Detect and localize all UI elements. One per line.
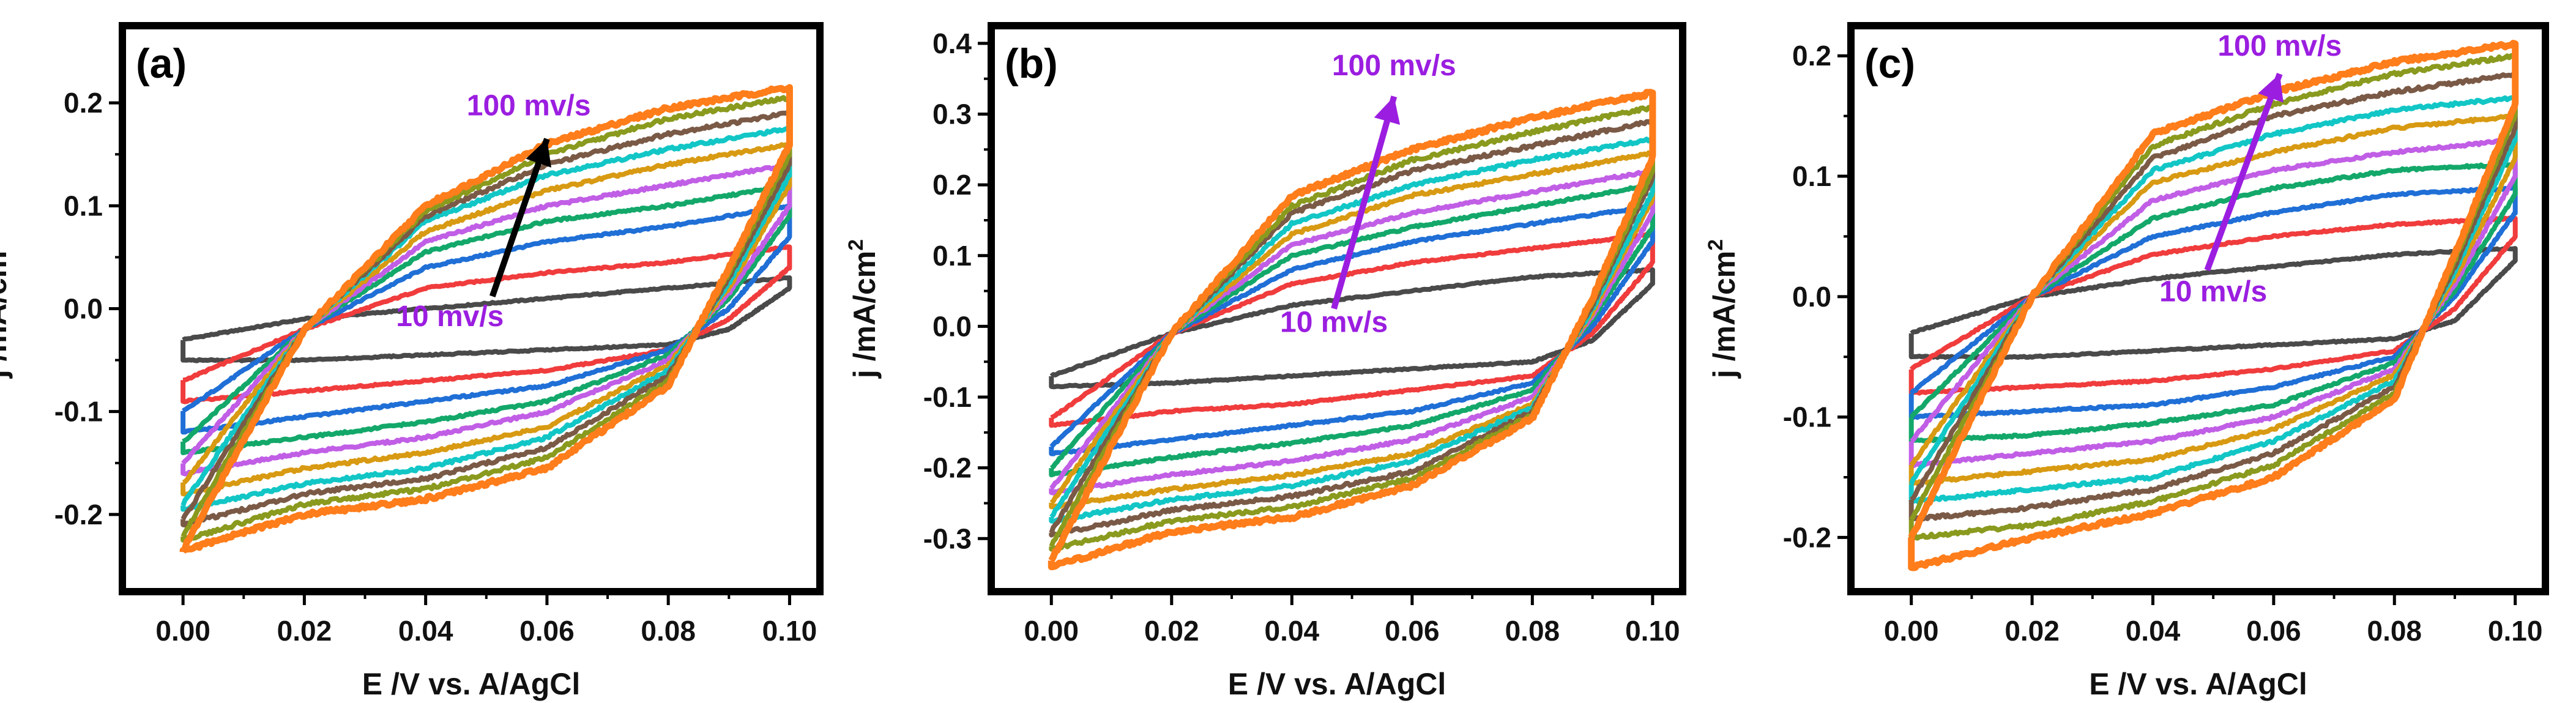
cv-curve-40mvs [1049,182,1655,478]
x-tick-label: 0.06 [1385,615,1440,647]
x-tick-label: 0.06 [2246,615,2301,647]
panel-label: (a) [136,40,187,87]
cv-curve-100mvs [1048,89,1656,570]
cv-curve-20mvs [181,244,792,404]
x-tick-label: 0.02 [277,615,332,647]
cv-curve-50mvs [1049,168,1655,496]
panel-label: (b) [1005,40,1058,87]
y-tick-label: 0.4 [932,28,972,59]
y-tick-label: 0.1 [64,190,103,221]
cv-curve-100mvs [1908,40,2519,571]
cv-curve-30mvs [1049,203,1655,456]
cv-curves [1048,89,1656,570]
x-tick-label: 0.00 [1884,615,1939,647]
x-tick-label: 0.04 [2126,615,2181,647]
chart-panel-1: 0.00 0.02 0.04 0.06 0.08 0.10 -0.2 -0.1 0.0 0.1 0.… [0,22,824,701]
y-tick-label: 0.0 [64,293,103,325]
x-axis-title: E /V vs. A/AgCl [2089,667,2307,701]
scan-rate-arrowhead [526,139,551,168]
y-tick-label: 0.1 [932,240,972,272]
x-tick-label: 0.10 [2488,615,2543,647]
x-tick-label: 0.00 [1024,615,1079,647]
x-tick-label: 0.04 [1265,615,1320,647]
y-axis-title: j /mA/cm2 [0,239,13,379]
y-axis-title-superscript: 2 [844,239,868,251]
y-axis-title-main: j /mA/cm [1707,251,1741,379]
y-tick-label: 0.2 [1792,40,1831,72]
cv-curve-30mvs [1908,185,2518,420]
y-tick-label: -0.2 [1783,521,1831,553]
scan-rate-arrowhead [1374,96,1401,125]
y-axis-title-superscript: 2 [1704,239,1727,251]
x-axis-title: E /V vs. A/AgCl [1228,667,1446,701]
cv-curve-40mvs [1908,162,2518,444]
cv-curve-10mvs [1908,245,2518,360]
panel-label: (c) [1864,40,1915,87]
x-tick-label: 0.08 [1505,615,1560,647]
annotation-100-mvs: 100 mv/s [2217,30,2342,62]
scan-rate-arrow [1331,95,1398,310]
annotation-100-mvs: 100 mv/s [467,89,591,122]
cv-curve-10mvs [1049,267,1655,390]
cv-curve-100mvs [179,84,793,554]
x-tick-label: 0.02 [1144,615,1199,647]
annotation-10-mvs: 10 mv/s [396,300,504,333]
y-axis-title-main: j /mA/cm [0,251,13,379]
y-tick-label: 0.0 [1792,281,1831,313]
annotation-100-mvs: 100 mv/s [1332,50,1456,82]
scan-rate-arrowhead [2258,73,2284,103]
y-tick-label: 0.3 [932,99,972,130]
x-tick-label: 0.10 [1625,615,1680,647]
y-tick-label: 0.0 [932,310,972,342]
cv-curve-50mvs [181,162,792,477]
cv-curve-30mvs [181,203,792,435]
y-tick-label: 0.2 [64,87,103,119]
y-tick-label: -0.2 [54,499,103,530]
cv-curve-20mvs [1908,215,2518,396]
chart-panel-3: 0.00 0.02 0.04 0.06 0.08 0.10 -0.2 -0.1 0.0 0.1 0.… [1704,22,2549,701]
x-tick-label: 0.02 [2005,615,2060,647]
y-tick-label: -0.2 [923,452,972,484]
cv-curve-60mvs [1908,113,2518,486]
x-tick-label: 0.08 [2367,615,2422,647]
x-tick-label: 0.10 [762,615,817,647]
y-tick-label: -0.3 [923,523,972,554]
cv-curve-10mvs [181,275,792,363]
chart-panel-2: 0.00 0.02 0.04 0.06 0.08 0.10 -0.3 -0.2 -0.1 0.0 0… [844,22,1686,701]
y-axis-title: j /mA/cm2 [1704,239,1741,379]
x-tick-label: 0.00 [155,615,210,647]
y-axis-title: j /mA/cm2 [844,239,882,379]
x-tick-label: 0.08 [641,615,696,647]
cv-curve-20mvs [1049,232,1655,428]
cv-curve-80mvs [1908,71,2518,522]
cv-curve-70mvs [1908,95,2518,504]
cv-curve-50mvs [1908,138,2518,469]
scan-rate-arrow [489,138,550,297]
y-tick-label: -0.1 [1783,401,1831,433]
plot-frame [988,22,1686,595]
cv-curve-40mvs [181,182,792,455]
y-axis-title-main: j /mA/cm [847,251,882,379]
y-tick-label: 0.2 [932,169,972,201]
annotation-10-mvs: 10 mv/s [2159,276,2267,308]
cv-curve-70mvs [1049,136,1655,524]
cv-curve-90mvs [1049,104,1655,552]
annotation-10-mvs: 10 mv/s [1280,307,1388,339]
scan-rate-arrow [2204,72,2283,272]
y-tick-label: 0.1 [1792,160,1831,192]
x-axis-title: E /V vs. A/AgCl [362,667,581,701]
x-tick-label: 0.04 [398,615,453,647]
plot-frame [1847,22,2549,595]
cv-curves [1908,40,2519,571]
cv-curve-60mvs [181,141,792,497]
x-tick-label: 0.06 [519,615,575,647]
y-tick-label: -0.1 [54,396,103,428]
y-tick-label: -0.1 [923,381,972,413]
cv-curves [179,84,793,554]
